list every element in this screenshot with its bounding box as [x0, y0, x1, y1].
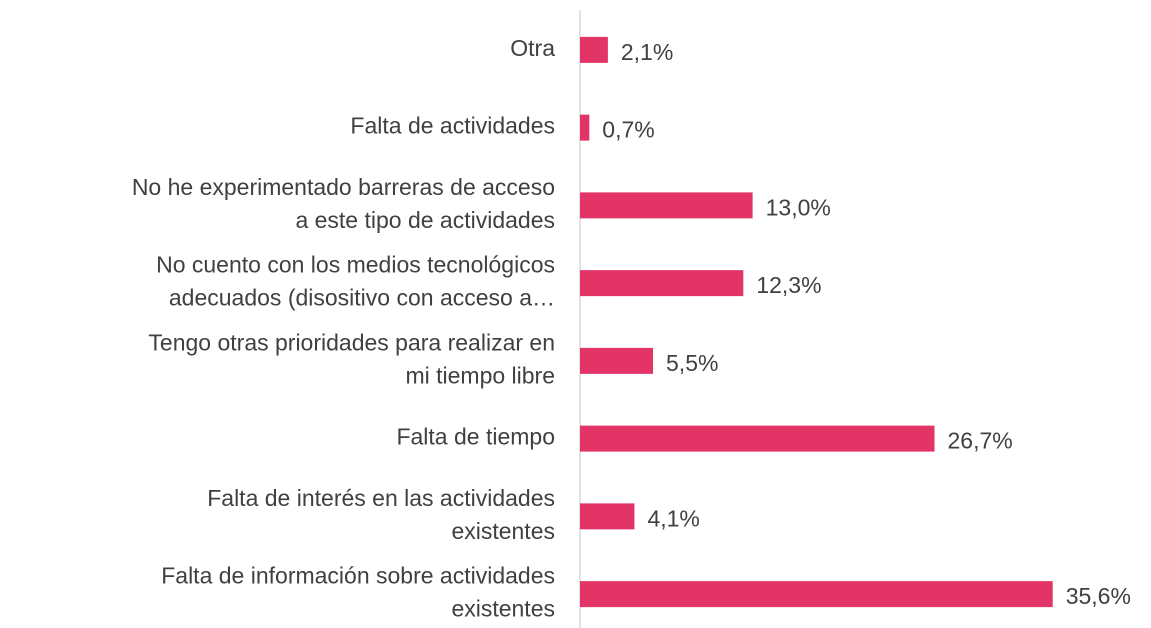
bar [580, 503, 635, 530]
category-label: existentes [451, 518, 555, 544]
value-label: 5,5% [666, 350, 718, 376]
value-label: 4,1% [647, 505, 699, 531]
bar [580, 425, 935, 452]
value-label: 13,0% [766, 194, 831, 220]
bar [580, 347, 654, 374]
value-label: 2,1% [621, 39, 673, 65]
value-label: 12,3% [756, 272, 821, 298]
category-label: No he experimentado barreras de acceso [132, 174, 555, 200]
category-label: adecuados (disositivo con acceso a… [169, 285, 555, 311]
category-label: Falta de información sobre actividades [161, 563, 555, 589]
bar [580, 581, 1053, 608]
value-label: 0,7% [602, 117, 654, 143]
category-label: existentes [451, 596, 555, 622]
category-label: Falta de tiempo [396, 424, 555, 450]
category-label: Falta de actividades [350, 113, 555, 139]
category-label: mi tiempo libre [405, 362, 555, 388]
value-label: 26,7% [948, 428, 1013, 454]
category-label: Otra [510, 35, 555, 61]
bar [580, 192, 753, 219]
category-label: No cuento con los medios tecnológicos [156, 252, 555, 278]
category-label: Tengo otras prioridades para realizar en [148, 329, 555, 355]
bar [580, 36, 608, 63]
bar [580, 114, 590, 141]
category-label: a este tipo de actividades [295, 207, 555, 233]
bar [580, 270, 744, 297]
category-label: Falta de interés en las actividades [207, 485, 555, 511]
value-label: 35,6% [1066, 583, 1131, 609]
